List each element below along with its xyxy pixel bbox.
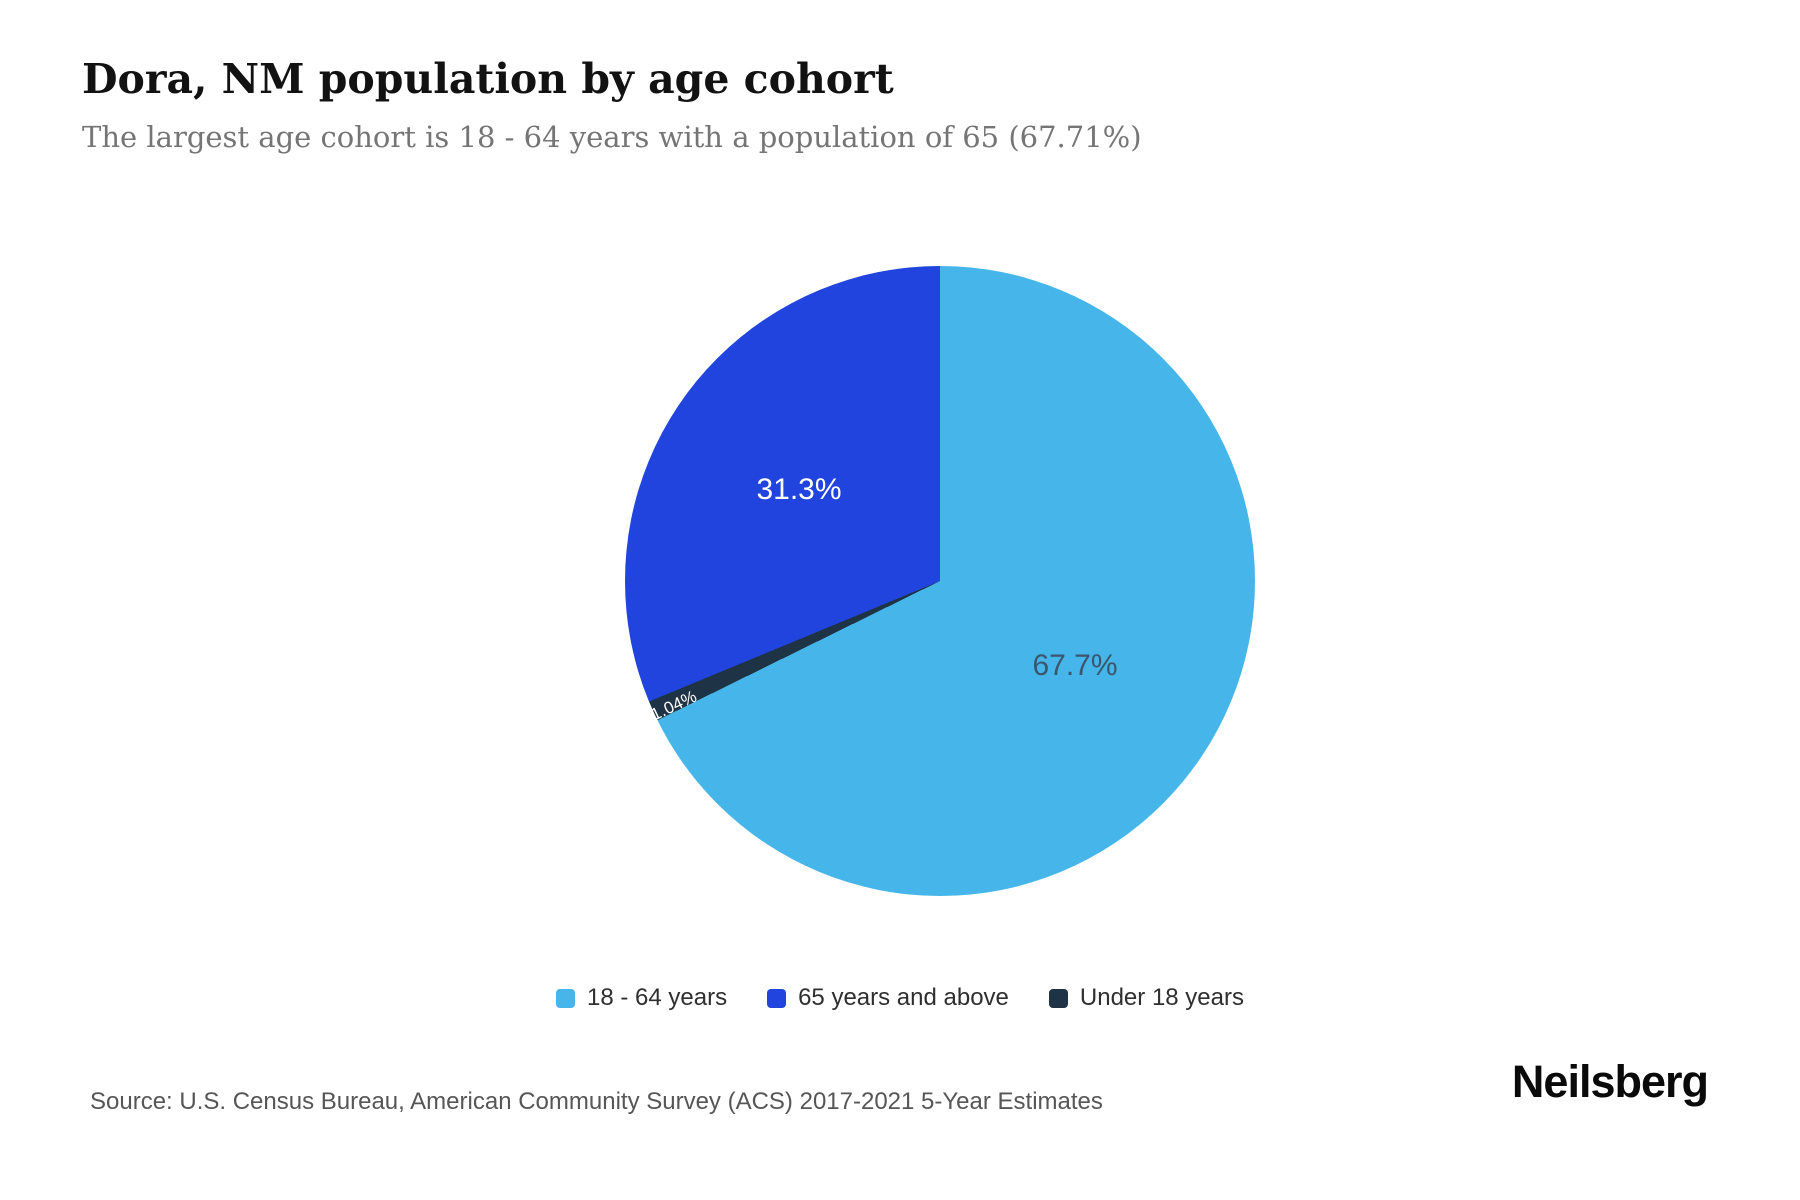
legend-swatch-65-above-icon: [767, 988, 787, 1008]
legend-label: Under 18 years: [1079, 984, 1244, 1011]
legend-swatch-18-64-icon: [556, 988, 575, 1008]
page-title: Dora, NM population by age cohort: [82, 55, 894, 103]
legend: 18 - 64 years 65 years and above Under 1…: [0, 984, 1800, 1012]
legend-item-under-18[interactable]: Under 18 years: [1048, 984, 1244, 1012]
legend-swatch-under-18-icon: [1048, 988, 1068, 1008]
legend-item-18-64[interactable]: 18 - 64 years: [556, 984, 727, 1012]
source-attribution: Source: U.S. Census Bureau, American Com…: [90, 1088, 1103, 1115]
legend-label: 65 years and above: [798, 984, 1009, 1011]
page-subtitle: The largest age cohort is 18 - 64 years …: [82, 120, 1142, 154]
slice-label-65-above: 31.3%: [756, 473, 842, 506]
pie-chart[interactable]: [625, 266, 1255, 896]
legend-label: 18 - 64 years: [587, 984, 728, 1011]
slice-label-18-64: 67.7%: [1032, 649, 1118, 682]
legend-item-65-above[interactable]: 65 years and above: [767, 984, 1009, 1012]
brand-logo: Neilsberg: [1511, 1056, 1709, 1107]
